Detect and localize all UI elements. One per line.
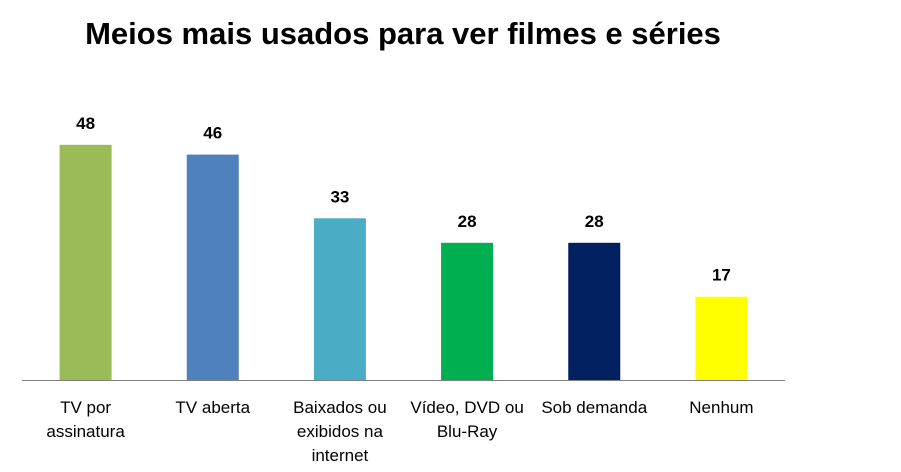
category-label: TV aberta [175, 398, 250, 417]
bar [59, 144, 112, 380]
category-label-line: Baixados ou [293, 398, 387, 417]
category-label-line: Blu-Ray [437, 422, 498, 441]
category-label-line: TV por [60, 398, 111, 417]
data-label: 48 [76, 114, 95, 133]
category-label: Baixados ou exibidos na internet [293, 398, 387, 465]
bar [313, 218, 366, 380]
bar [695, 296, 748, 380]
category-label-line: internet [312, 446, 369, 465]
value-labels-group: 48 46 33 28 28 17 [76, 114, 731, 285]
chart-title: Meios mais usados para ver filmes e séri… [85, 16, 721, 51]
category-label-line: Sob demanda [541, 398, 647, 417]
data-label: 33 [330, 187, 349, 206]
category-label-line: exibidos na [297, 422, 384, 441]
category-label-line: assinatura [46, 422, 125, 441]
category-label: TV por assinatura [46, 398, 125, 441]
category-label-line: Vídeo, DVD ou [410, 398, 523, 417]
category-label-line: Nenhum [689, 398, 753, 417]
category-label: Nenhum [689, 398, 753, 417]
bar [441, 242, 494, 380]
data-label: 17 [712, 266, 731, 285]
bars-group [59, 144, 748, 380]
data-label: 28 [585, 212, 604, 231]
category-label: Vídeo, DVD ou Blu-Ray [410, 398, 523, 441]
bar [568, 242, 621, 380]
data-label: 28 [458, 212, 477, 231]
bar [186, 154, 239, 380]
category-labels-group: TV por assinatura TV aberta Baixados ou exib… [46, 398, 753, 465]
category-label-line: TV aberta [175, 398, 250, 417]
category-label: Sob demanda [541, 398, 647, 417]
data-label: 46 [203, 124, 222, 143]
